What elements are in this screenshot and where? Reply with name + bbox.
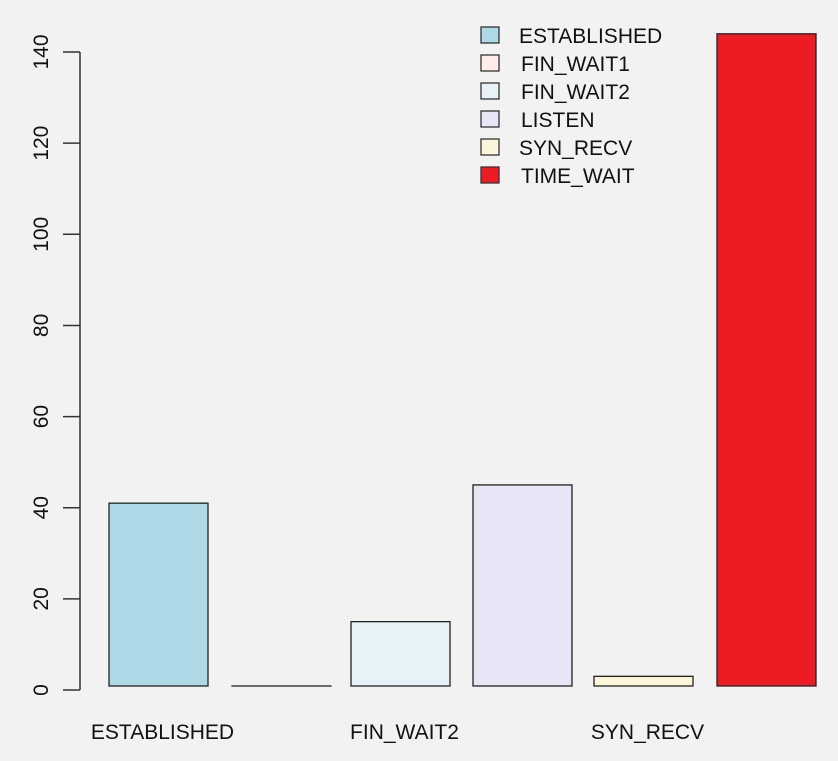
y-axis: 0 20 40 60 80 100 120 140 [30,34,80,695]
legend-swatch [481,55,499,71]
bar-fin-wait2 [351,622,450,686]
y-tick-label: 20 [30,587,53,610]
y-tick-label: 60 [30,405,53,428]
legend: ESTABLISHED FIN_WAIT1 FIN_WAIT2 LISTEN SYN_R… [481,25,662,188]
x-tick-label: ESTABLISHED [91,721,234,744]
y-tick-label: 100 [30,217,53,252]
legend-label: TIME_WAIT [521,165,635,188]
bar-established [109,503,208,686]
bar-listen [473,485,572,686]
bars [109,34,816,686]
legend-swatch [481,83,499,99]
y-tick-label: 40 [30,496,53,519]
legend-label: ESTABLISHED [519,25,662,48]
legend-label: FIN_WAIT1 [521,53,630,76]
y-tick-label: 120 [30,126,53,161]
y-tick-label: 140 [30,34,53,69]
legend-swatch [481,167,499,183]
legend-swatch [481,27,499,43]
y-tick-label: 80 [30,314,53,337]
legend-label: FIN_WAIT2 [521,81,630,104]
bar-syn-recv [594,676,693,686]
bar-time-wait [717,34,816,686]
legend-label: SYN_RECV [519,137,632,160]
x-axis-labels: ESTABLISHED FIN_WAIT2 SYN_RECV [91,721,704,744]
legend-swatch [481,139,499,155]
x-tick-label: SYN_RECV [591,721,704,744]
legend-label: LISTEN [521,109,595,132]
x-tick-label: FIN_WAIT2 [350,721,459,744]
y-tick-label: 0 [30,684,53,696]
legend-swatch [481,111,499,127]
